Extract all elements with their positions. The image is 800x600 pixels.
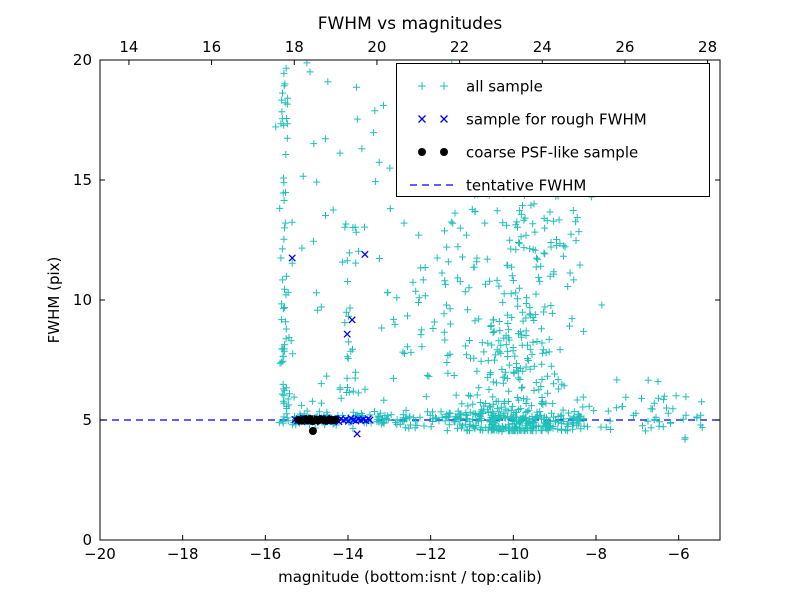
- legend-dot-marker: [418, 148, 426, 156]
- x-tick-label-bottom: −12: [415, 545, 447, 563]
- legend-label: coarse PSF-like sample: [466, 144, 638, 162]
- y-tick-label: 20: [73, 51, 92, 69]
- legend-plus-marker: [440, 82, 448, 90]
- legend-dot-marker: [440, 148, 448, 156]
- scatter-coarse-psf: [294, 415, 340, 435]
- x-tick-label-top: 14: [119, 38, 138, 56]
- scatter-all-sample: [272, 60, 706, 443]
- legend-label: all sample: [466, 78, 543, 96]
- x-tick-label-top: 26: [615, 38, 634, 56]
- tick-marks: [99, 59, 720, 541]
- x-tick-label-top: 22: [450, 38, 469, 56]
- x-tick-label-bottom: −16: [250, 545, 282, 563]
- x-tick-label-bottom: −14: [332, 545, 364, 563]
- legend-label: sample for rough FWHM: [466, 111, 647, 129]
- x-tick-label-bottom: −6: [668, 545, 690, 563]
- x-axis-label: magnitude (bottom:isnt / top:calib): [278, 568, 542, 586]
- y-tick-label: 10: [73, 291, 92, 309]
- x-tick-label-top: 28: [698, 38, 717, 56]
- chart-title: FWHM vs magnitudes: [318, 14, 503, 34]
- x-tick-label-top: 16: [202, 38, 221, 56]
- y-tick-label: 15: [73, 171, 92, 189]
- legend-plus-marker: [418, 82, 426, 90]
- generated-chart-content: −20 −18 −16 −14 −12 −10 −8 −6 14 16 18 20 22 24 26 28 0 5…: [73, 38, 721, 563]
- legend-label: tentative FWHM: [466, 177, 586, 195]
- legend-x-marker: [440, 115, 448, 123]
- y-axis-label: FWHM (pix): [45, 257, 63, 344]
- y-tick-label: 0: [82, 531, 92, 549]
- legend: all sample sample for rough FWHM coarse PS…: [396, 63, 710, 197]
- x-tick-label-top: 18: [285, 38, 304, 56]
- tick-labels: −20 −18 −16 −14 −12 −10 −8 −6 14 16 18 20 22 24 26 28 0 5…: [73, 38, 717, 563]
- legend-x-marker: [418, 115, 426, 123]
- scatter-rough-fwhm: [288, 250, 374, 438]
- x-tick-label-top: 20: [367, 38, 386, 56]
- x-tick-label-top: 24: [533, 38, 552, 56]
- plot-area: [100, 60, 720, 443]
- x-tick-label-bottom: −10: [498, 545, 530, 563]
- y-tick-label: 5: [82, 411, 92, 429]
- x-tick-label-bottom: −18: [167, 545, 199, 563]
- x-tick-label-bottom: −8: [585, 545, 607, 563]
- legend-box: [396, 63, 710, 197]
- x-tick-label-bottom: −20: [84, 545, 116, 563]
